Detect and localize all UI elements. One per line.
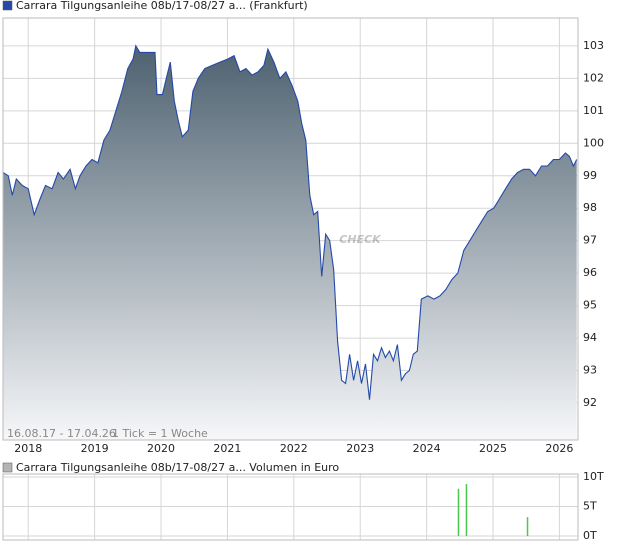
y-tick-label: 92	[583, 396, 597, 409]
x-tick-label: 2026	[545, 442, 573, 455]
y-tick-label: 95	[583, 299, 597, 312]
legend-label: Carrara Tilgungsanleihe 08b/17-08/27 a..…	[16, 461, 339, 474]
volume-bar	[457, 488, 460, 536]
x-tick-label: 2024	[413, 442, 441, 455]
y-tick-label: 94	[583, 331, 597, 344]
watermark: CHECK	[339, 233, 382, 246]
y-tick-label: 103	[583, 39, 604, 52]
y-tick-label: 100	[583, 136, 604, 149]
y-tick-label: 93	[583, 364, 597, 377]
x-tick-label: 2020	[147, 442, 175, 455]
plot-frame	[2, 17, 579, 441]
y-tick-label: 101	[583, 104, 604, 117]
legend-swatch	[2, 462, 13, 473]
x-tick-label: 2021	[213, 442, 241, 455]
price-line	[2, 44, 578, 400]
volume-bar	[526, 517, 529, 536]
y-tick-label: 0T	[583, 529, 597, 542]
volume-bar	[465, 484, 468, 536]
x-tick-label: 2023	[346, 442, 374, 455]
y-tick-label: 97	[583, 234, 597, 247]
annotation: 1 Tick = 1 Woche	[112, 427, 208, 440]
legend-label: Carrara Tilgungsanleihe 08b/17-08/27 a..…	[16, 0, 308, 12]
y-tick-label: 96	[583, 266, 597, 279]
y-tick-label: 10T	[583, 470, 604, 483]
annotation: 16.08.17 - 17.04.26	[7, 427, 116, 440]
x-tick-label: 2019	[81, 442, 109, 455]
x-tick-label: 2025	[479, 442, 507, 455]
area-fill	[3, 45, 577, 441]
plot-frame	[2, 473, 579, 541]
x-tick-label: 2022	[280, 442, 308, 455]
y-tick-label: 102	[583, 71, 604, 84]
y-tick-label: 5T	[583, 500, 597, 513]
y-tick-label: 98	[583, 201, 597, 214]
legend-swatch	[2, 0, 13, 11]
y-tick-label: 99	[583, 169, 597, 182]
x-tick-label: 2018	[14, 442, 42, 455]
